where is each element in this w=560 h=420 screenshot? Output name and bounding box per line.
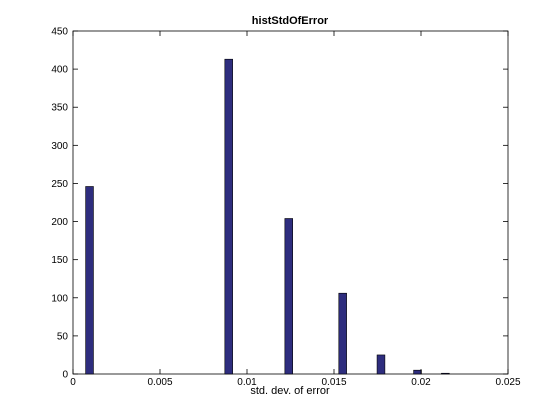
histogram-bar — [441, 372, 450, 375]
x-tick-label: 0.02 — [411, 377, 431, 388]
histogram-bar — [376, 354, 386, 375]
x-tick-label: 0.005 — [147, 377, 172, 388]
x-tick-label: 0.01 — [237, 377, 257, 388]
y-tick-label: 300 — [51, 141, 68, 152]
x-tick-label: 0.015 — [321, 377, 346, 388]
y-tick-label: 400 — [51, 65, 68, 76]
histogram-bar — [413, 369, 422, 375]
y-tick-label: 350 — [51, 103, 68, 114]
x-axis-ticks: 0 0.005 0.01 0.015 0.02 0.025 — [70, 31, 521, 388]
histogram-bar — [224, 58, 233, 375]
x-tick-label: 0.025 — [495, 377, 520, 388]
y-tick-label: 250 — [51, 179, 68, 190]
y-axis-ticks: 0 50 100 150 200 250 300 350 400 450 — [51, 27, 508, 381]
y-tick-label: 150 — [51, 255, 68, 266]
x-tick-label: 0 — [70, 377, 76, 388]
y-tick-label: 200 — [51, 217, 68, 228]
histogram-bar — [85, 186, 94, 375]
histogram-bar — [284, 218, 293, 375]
y-tick-label: 100 — [51, 293, 68, 304]
histogram-bar — [338, 292, 347, 375]
chart-title: histStdOfError — [252, 15, 329, 27]
y-tick-label: 450 — [51, 27, 68, 38]
x-axis-label: std. dev. of error — [250, 385, 330, 397]
y-tick-label: 50 — [57, 331, 69, 342]
y-tick-label: 0 — [62, 370, 68, 381]
bars-group — [85, 58, 450, 375]
